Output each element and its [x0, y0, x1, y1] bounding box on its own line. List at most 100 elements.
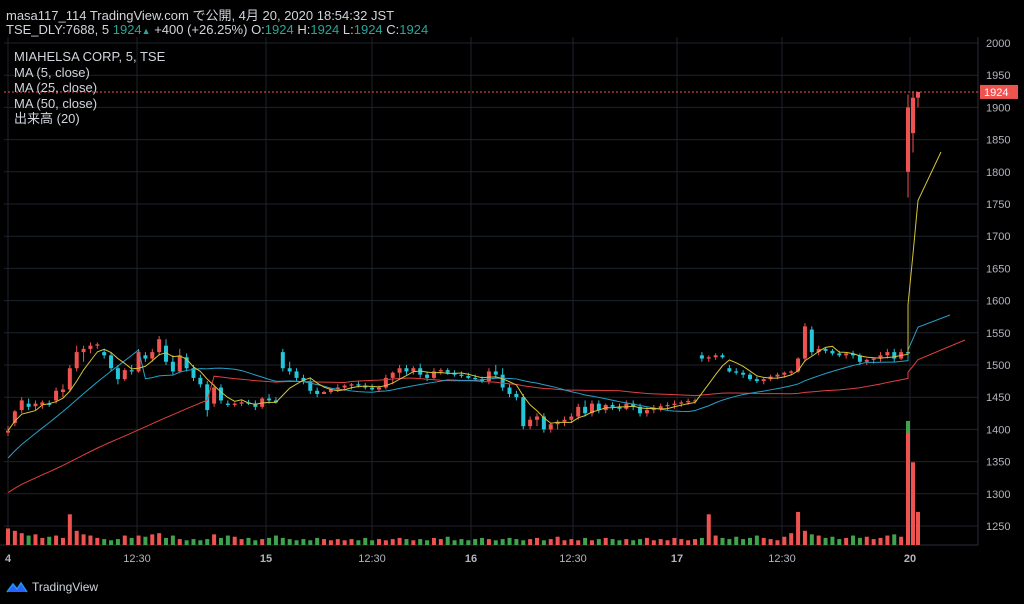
y-tick-label: 1250 — [986, 521, 1010, 533]
candle-body — [665, 404, 670, 407]
close-value: 1924 — [399, 22, 429, 37]
volume-bar — [651, 540, 656, 545]
volume-bar — [218, 537, 223, 545]
tradingview-brand[interactable]: TradingView — [6, 580, 98, 594]
volume-bar — [796, 511, 801, 545]
candle-body — [741, 372, 746, 375]
candle-body — [280, 352, 285, 369]
volume-bar — [541, 540, 546, 545]
volume-bar — [6, 528, 10, 545]
volume-bar — [610, 539, 615, 545]
volume-bar — [658, 539, 663, 545]
candle-body — [445, 370, 450, 373]
candle-body — [562, 419, 567, 422]
legend-ma25[interactable]: MA (25, close) — [14, 80, 98, 95]
volume-bar — [212, 534, 217, 545]
high-value: 1924 — [310, 22, 340, 37]
candle-body — [315, 390, 320, 394]
volume-bar — [425, 540, 430, 545]
volume-bar — [150, 534, 155, 545]
candle-body — [906, 107, 910, 172]
candle-body — [596, 403, 601, 411]
volume-bar — [741, 539, 746, 545]
candle-body — [583, 406, 588, 414]
legend-volume[interactable]: 出来高 (20) — [14, 111, 80, 126]
candle-body — [397, 368, 402, 373]
candle-body — [727, 368, 732, 372]
candle-body — [747, 374, 752, 380]
candle-body — [706, 357, 711, 359]
volume-bar — [418, 539, 423, 545]
y-tick-label: 2000 — [986, 38, 1010, 50]
volume-bar — [239, 539, 244, 545]
candle-body — [631, 403, 636, 407]
volume-bar — [177, 539, 182, 545]
legend-symbol[interactable]: MIAHELSA CORP, 5, TSE — [14, 49, 166, 64]
volume-bar — [26, 535, 31, 545]
symbol-label[interactable]: TSE_DLY:7688, 5 — [6, 22, 110, 37]
volume-bar — [67, 514, 72, 545]
candle-body — [47, 403, 52, 405]
candle-body — [610, 404, 615, 407]
volume-bar — [706, 514, 711, 545]
volume-bar — [638, 539, 643, 545]
open-label: O: — [251, 22, 265, 37]
x-tick-label: 20 — [904, 553, 916, 565]
candle-body — [892, 352, 897, 359]
volume-bar — [878, 537, 883, 545]
tradingview-logo-icon — [6, 581, 28, 593]
volume-bar — [225, 535, 230, 545]
y-tick-label: 1550 — [986, 328, 1010, 340]
candle-body — [782, 372, 787, 375]
candle-body — [198, 377, 203, 385]
low-label: L: — [342, 22, 354, 37]
candle-body — [425, 374, 430, 378]
candle-body — [411, 368, 416, 372]
volume-bar — [315, 537, 320, 545]
volume-bar — [363, 537, 368, 545]
volume-bar — [644, 537, 649, 545]
volume-bar — [576, 540, 581, 545]
high-label: H: — [297, 22, 311, 37]
volume-bar — [782, 536, 787, 545]
candle-body — [129, 370, 134, 372]
volume-bar — [911, 462, 915, 545]
candle-body — [157, 339, 162, 353]
candle-body — [459, 374, 464, 376]
y-tick-label: 1800 — [986, 167, 1010, 179]
volume-bar — [383, 540, 388, 545]
legend-ma50[interactable]: MA (50, close) — [14, 95, 98, 111]
candle-body — [19, 400, 24, 411]
volume-bar — [885, 535, 890, 545]
current-price: 1924 — [112, 22, 142, 37]
volume-bar — [906, 432, 910, 545]
candle-body — [287, 368, 292, 372]
volume-bar — [287, 539, 292, 545]
x-tick-label: 17 — [671, 553, 683, 565]
volume-bar — [761, 537, 766, 545]
last-price-label: 1924 — [984, 87, 1008, 99]
candle-body — [218, 387, 223, 401]
volume-bar — [844, 537, 849, 545]
candle-body — [88, 345, 93, 349]
candle-body — [301, 377, 306, 382]
candle-body — [589, 403, 594, 414]
candle-body — [109, 355, 114, 369]
volume-bar — [857, 537, 862, 545]
candle-body — [686, 401, 691, 403]
volume-bar — [260, 539, 265, 545]
candle-body — [864, 359, 869, 362]
volume-bar — [562, 540, 567, 545]
legend-ma5[interactable]: MA (5, close) — [14, 64, 90, 80]
volume-bar — [109, 540, 114, 545]
candle-body — [916, 91, 920, 98]
volume-bar — [164, 537, 169, 545]
brand-name: TradingView — [32, 580, 99, 594]
candle-body — [466, 375, 471, 378]
volume-bar — [603, 537, 608, 545]
candle-body — [473, 377, 478, 380]
volume-bar — [789, 533, 794, 545]
volume-bar — [569, 539, 574, 545]
candle-body — [802, 326, 807, 359]
